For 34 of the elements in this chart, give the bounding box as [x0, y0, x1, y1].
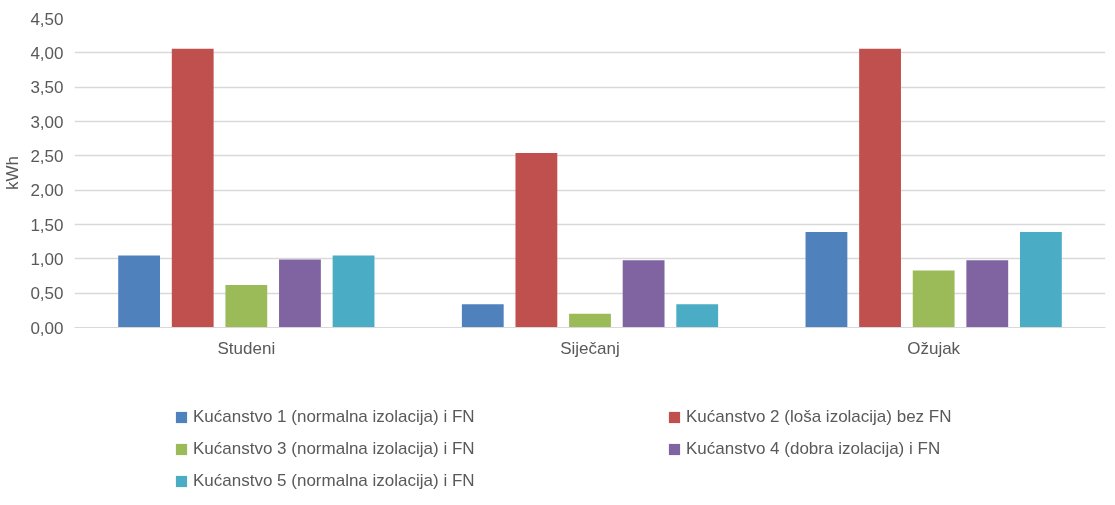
bar [332, 255, 375, 328]
bar [676, 304, 719, 328]
bar [912, 270, 955, 328]
y-tick-label: 0,50 [30, 284, 64, 304]
y-tick-label: 3,50 [30, 78, 64, 98]
bar [461, 304, 504, 328]
x-tick-label: Siječanj [560, 338, 620, 358]
y-tick-label: 1,00 [30, 249, 64, 269]
y-tick-label: 2,00 [30, 181, 64, 201]
bar [515, 153, 558, 328]
bar [1019, 232, 1062, 328]
y-tick-label: 0,00 [30, 318, 64, 338]
legend-label: Kućanstvo 3 (normalna izolacija) i FN [193, 438, 476, 460]
bar [805, 232, 848, 328]
y-tick-label: 4,00 [30, 43, 64, 63]
x-tick-label: Ožujak [907, 338, 961, 358]
x-tick-label: Studeni [217, 338, 276, 358]
bar [279, 259, 321, 328]
bar [569, 313, 611, 328]
legend-label: Kućanstvo 4 (dobra izolacija) i FN [686, 438, 942, 460]
legend-label: Kućanstvo 2 (loša izolacija) bez FN [686, 406, 953, 428]
y-axis-title: kWh [3, 156, 23, 190]
legend-label: Kućanstvo 1 (normalna izolacija) i FN [193, 406, 476, 428]
bar [859, 48, 901, 328]
legend-label: Kućanstvo 5 (normalna izolacija) i FN [193, 470, 476, 492]
bar [225, 284, 268, 328]
bar [622, 260, 665, 328]
bar [171, 48, 214, 328]
bar [966, 260, 1009, 328]
y-tick-label: 3,00 [30, 112, 64, 132]
y-tick-label: 1,50 [30, 215, 64, 235]
y-tick-label: 4,50 [30, 9, 64, 29]
bar [118, 255, 161, 328]
y-tick-label: 2,50 [30, 146, 64, 166]
